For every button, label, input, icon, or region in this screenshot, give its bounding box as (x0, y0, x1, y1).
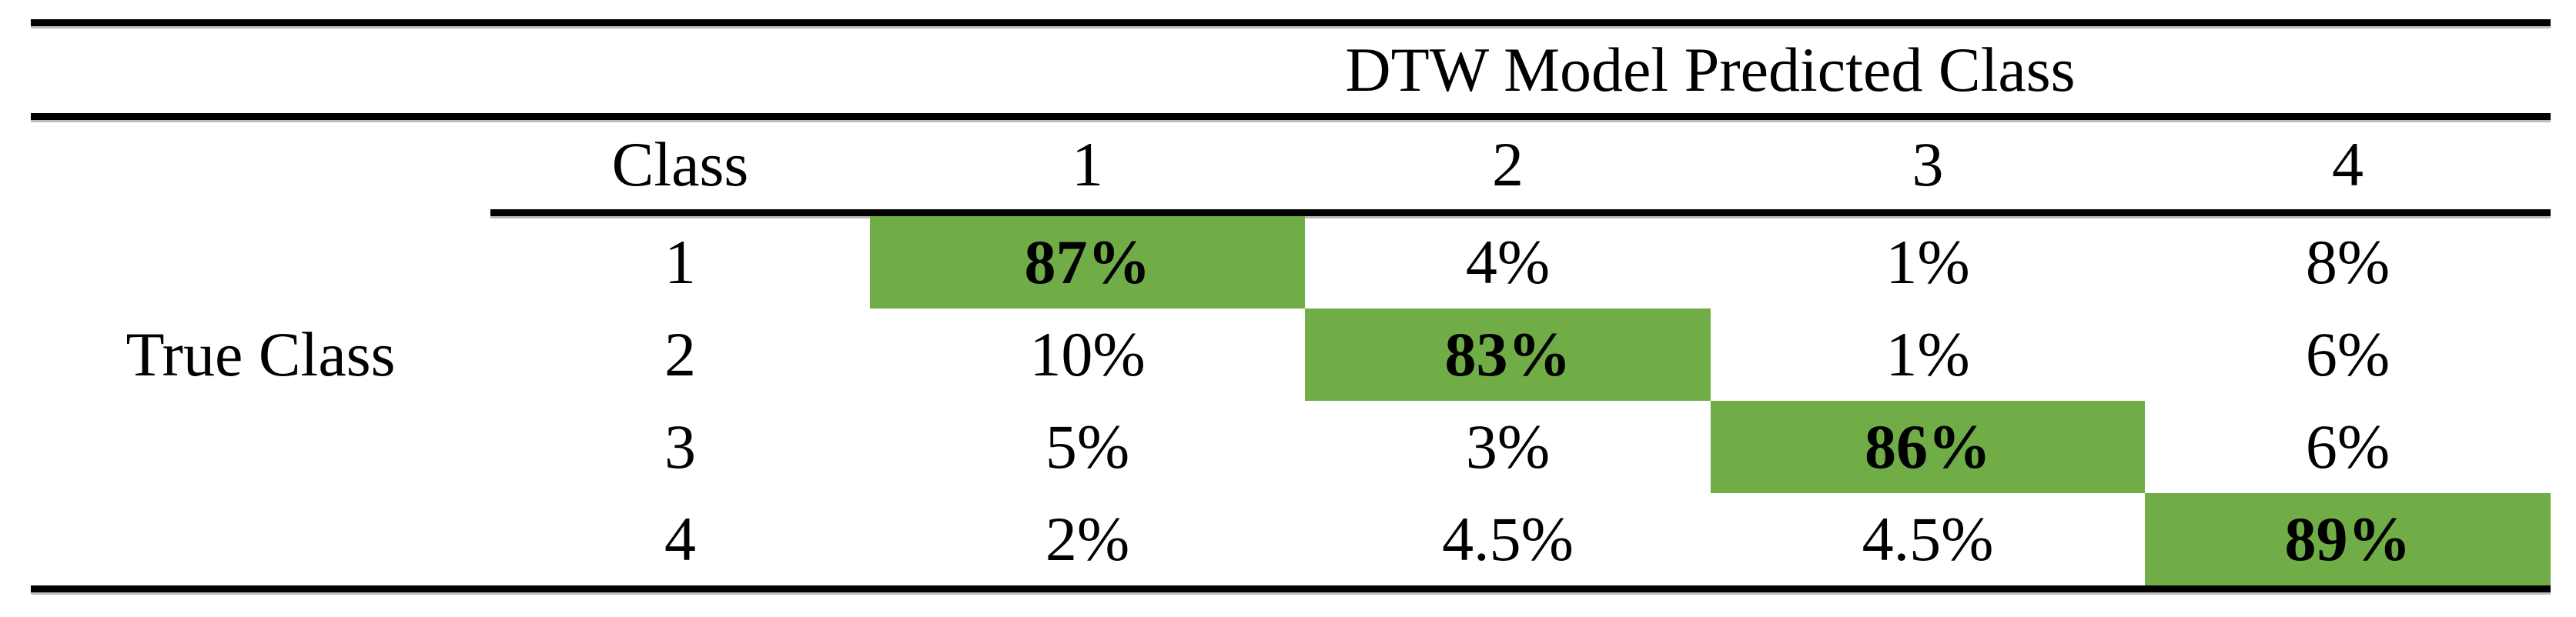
matrix-cell-r2c2: 83% (1305, 308, 1711, 401)
column-header-3: 3 (1912, 129, 1944, 199)
column-header-class: Class (611, 129, 749, 199)
table-header-rule (31, 113, 2551, 122)
matrix-cell-r1c2: 4% (1465, 227, 1551, 297)
matrix-cell-r4c1: 2% (1045, 504, 1130, 574)
matrix-cell-r1c1: 87% (870, 216, 1305, 308)
matrix-cell-r1c4: 8% (2305, 227, 2390, 297)
row-label-2: 2 (664, 319, 696, 389)
matrix-cell-r2c4: 6% (2305, 319, 2390, 389)
row-label-4: 4 (664, 504, 696, 574)
predicted-class-spanner-header: DTW Model Predicted Class (1345, 34, 2076, 105)
matrix-cell-r3c1: 5% (1045, 412, 1130, 482)
column-header-1: 1 (1072, 129, 1103, 199)
matrix-cell-r4c2: 4.5% (1442, 504, 1574, 574)
column-header-4: 4 (2332, 129, 2364, 199)
matrix-cell-r4c4: 89% (2145, 493, 2551, 585)
row-label-3: 3 (664, 412, 696, 482)
matrix-cell-r3c3: 86% (1711, 401, 2145, 493)
table-bottom-rule (31, 585, 2551, 595)
column-header-2: 2 (1492, 129, 1524, 199)
matrix-cell-r3c4: 6% (2305, 412, 2390, 482)
matrix-cell-r3c2: 3% (1465, 412, 1551, 482)
matrix-cell-r1c3: 1% (1885, 227, 1970, 297)
row-label-1: 1 (664, 227, 696, 297)
table-top-rule (31, 19, 2551, 28)
matrix-cell-r4c3: 4.5% (1862, 504, 1994, 574)
true-class-label: True Class (125, 319, 396, 389)
matrix-cell-r2c1: 10% (1029, 319, 1146, 389)
matrix-cell-r2c3: 1% (1885, 319, 1970, 389)
